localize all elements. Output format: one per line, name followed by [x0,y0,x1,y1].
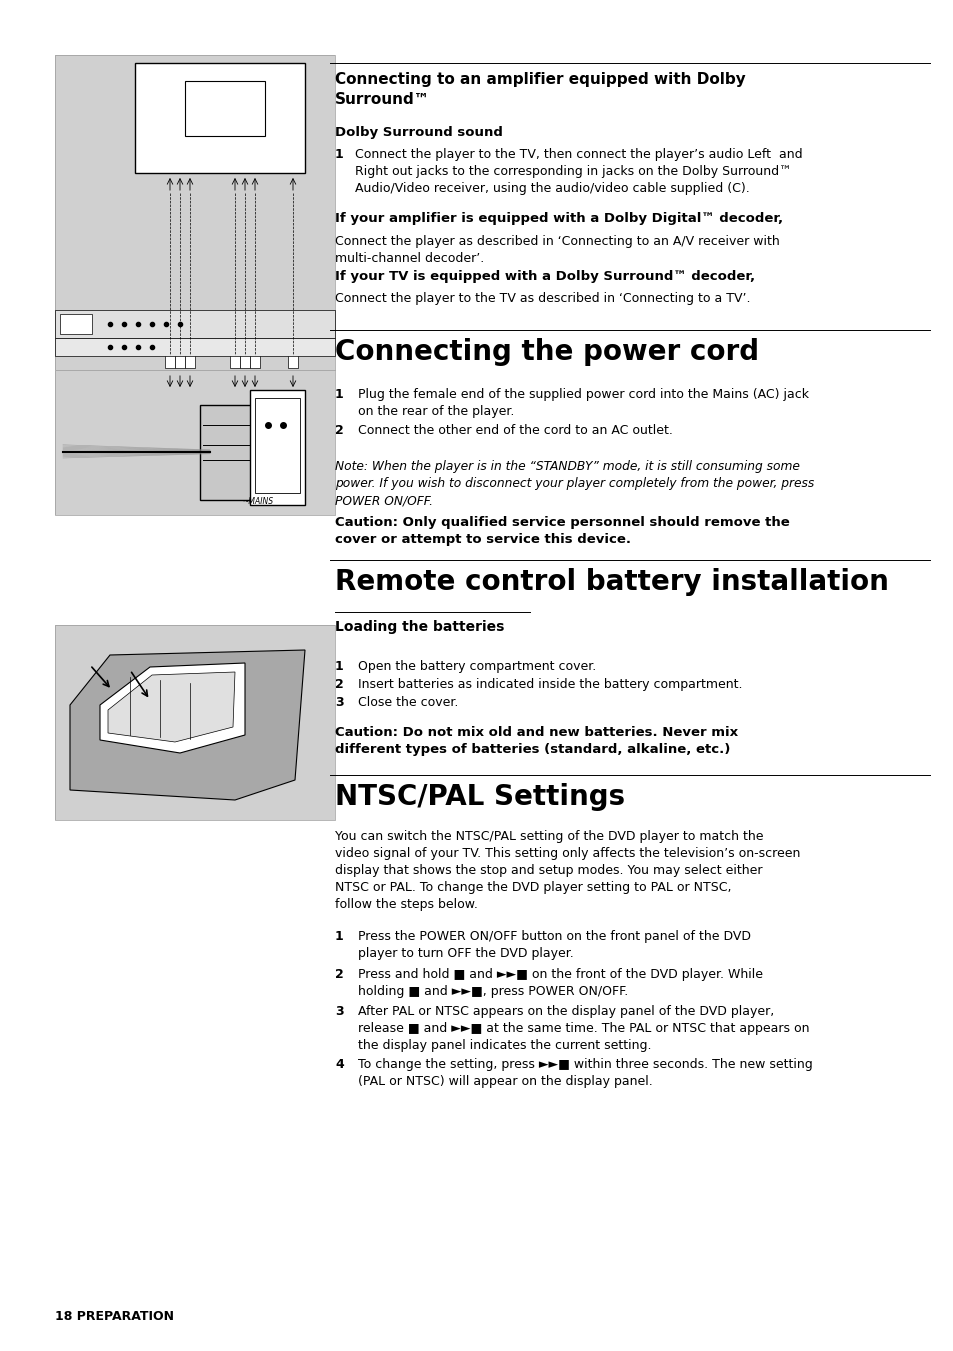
Bar [288,350,297,367]
Bar [185,350,194,367]
Text: 3: 3 [335,696,343,709]
Text: Connect the player to the TV, then connect the player’s audio Left  and
Right ou: Connect the player to the TV, then conne… [355,149,801,195]
Text: If your TV is equipped with a Dolby Surround™ decoder,: If your TV is equipped with a Dolby Surr… [335,270,755,282]
Bar [55,626,335,820]
Text: ~MAINS: ~MAINS [242,497,273,507]
Text: 2: 2 [335,678,343,690]
Text: After PAL or NTSC appears on the display panel of the DVD player,
release ■ and : After PAL or NTSC appears on the display… [357,1005,809,1052]
Bar [55,338,335,357]
Bar [165,350,174,367]
Bar [174,350,185,367]
Bar [55,370,335,515]
Bar [250,350,260,367]
Bar [230,350,240,367]
Bar [200,405,254,500]
Text: 2: 2 [335,969,343,981]
Bar [55,370,335,515]
Bar [55,55,335,370]
Text: Caution: Only qualified service personnel should remove the
cover or attempt to : Caution: Only qualified service personne… [335,516,789,546]
Text: 1: 1 [335,661,343,673]
Text: 3: 3 [335,1005,343,1019]
Text: Connect the player as described in ‘Connecting to an A/V receiver with
multi-cha: Connect the player as described in ‘Conn… [335,235,779,265]
Text: Dolby Surround sound: Dolby Surround sound [335,126,502,139]
Text: Plug the female end of the supplied power cord into the Mains (AC) jack
on the r: Plug the female end of the supplied powe… [357,388,808,417]
Text: Open the battery compartment cover.: Open the battery compartment cover. [357,661,596,673]
Text: Caution: Do not mix old and new batteries. Never mix
different types of batterie: Caution: Do not mix old and new batterie… [335,725,738,757]
Text: 1: 1 [335,149,343,161]
Bar [185,81,265,136]
Bar [240,350,250,367]
Text: NTSC/PAL Settings: NTSC/PAL Settings [335,784,624,811]
Polygon shape [70,650,305,800]
Text: Press and hold ■ and ►►■ on the front of the DVD player. While
holding ■ and ►►■: Press and hold ■ and ►►■ on the front of… [357,969,762,998]
Text: Press the POWER ON/OFF button on the front panel of the DVD
player to turn OFF t: Press the POWER ON/OFF button on the fro… [357,929,750,961]
Text: Close the cover.: Close the cover. [357,696,457,709]
Text: You can switch the NTSC/PAL setting of the DVD player to match the
video signal : You can switch the NTSC/PAL setting of t… [335,830,800,911]
Text: Connect the other end of the cord to an AC outlet.: Connect the other end of the cord to an … [357,424,672,436]
Bar [55,309,335,338]
Bar [254,399,299,493]
Polygon shape [108,671,234,742]
Bar [250,390,305,505]
Text: If your amplifier is equipped with a Dolby Digital™ decoder,: If your amplifier is equipped with a Dol… [335,212,782,226]
Text: Connect the player to the TV as described in ‘Connecting to a TV’.: Connect the player to the TV as describe… [335,292,750,305]
Bar [55,626,335,820]
Text: Remote control battery installation: Remote control battery installation [335,567,888,596]
Bar [135,63,305,173]
Bar [55,55,335,370]
Text: Connecting the power cord: Connecting the power cord [335,338,759,366]
Text: 4: 4 [335,1058,343,1071]
Text: Connecting to an amplifier equipped with Dolby
Surround™: Connecting to an amplifier equipped with… [335,72,745,107]
Text: 18 PREPARATION: 18 PREPARATION [55,1310,173,1323]
Text: 2: 2 [335,424,343,436]
Text: Loading the batteries: Loading the batteries [335,620,504,634]
Text: To change the setting, press ►►■ within three seconds. The new setting
(PAL or N: To change the setting, press ►►■ within … [357,1058,812,1088]
Text: 1: 1 [335,388,343,401]
Text: Insert batteries as indicated inside the battery compartment.: Insert batteries as indicated inside the… [357,678,741,690]
Text: 1: 1 [335,929,343,943]
Polygon shape [100,663,245,753]
Bar [60,313,91,334]
Text: Note: When the player is in the “STANDBY” mode, it is still consuming some
power: Note: When the player is in the “STANDBY… [335,459,814,507]
